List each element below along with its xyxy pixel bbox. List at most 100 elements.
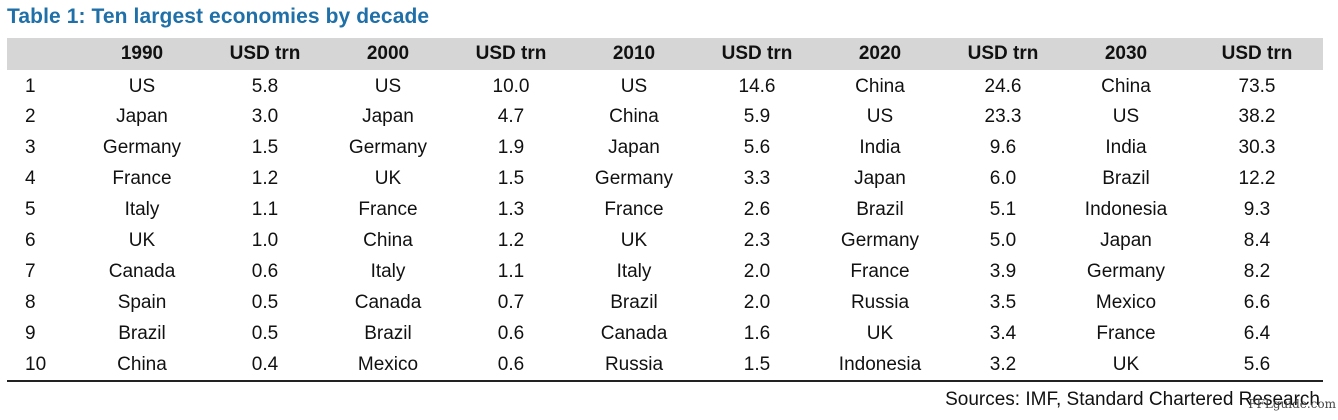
table-title: Table 1: Ten largest economies by decade bbox=[7, 5, 430, 28]
rank-cell: 2 bbox=[25, 105, 36, 127]
country-cell: France bbox=[358, 198, 418, 220]
country-cell: UK bbox=[620, 229, 648, 251]
value-cell: 1.3 bbox=[497, 198, 525, 220]
country-cell: Germany bbox=[840, 229, 920, 251]
table-row: 2 Japan 3.0 Japan 4.7 China 5.9 US 23.3 US 38.2 bbox=[7, 101, 1323, 132]
value-cell: 10.0 bbox=[492, 75, 530, 97]
value-cell: 23.3 bbox=[984, 105, 1022, 127]
watermark-text: FFLguide.com bbox=[1248, 397, 1336, 411]
country-cell: Italy bbox=[370, 260, 406, 282]
country-cell: Brazil bbox=[1102, 167, 1150, 189]
value-cell: 3.0 bbox=[251, 105, 279, 127]
value-cell: 2.3 bbox=[743, 229, 771, 251]
country-cell: Japan bbox=[362, 105, 414, 127]
value-cell: 8.4 bbox=[1243, 229, 1271, 251]
table-header-row: 1990 USD trn 2000 USD trn 2010 USD trn 2020 USD… bbox=[7, 38, 1323, 70]
value-cell: 38.2 bbox=[1238, 105, 1276, 127]
country-cell: US bbox=[374, 75, 402, 97]
country-cell: US bbox=[128, 75, 156, 97]
value-cell: 14.6 bbox=[738, 75, 776, 97]
country-cell: US bbox=[866, 105, 894, 127]
rank-cell: 5 bbox=[25, 198, 36, 220]
country-cell: Canada bbox=[108, 260, 176, 282]
table-bottom-rule bbox=[7, 380, 1323, 382]
value-cell: 2.6 bbox=[743, 198, 771, 220]
value-cell: 0.5 bbox=[251, 291, 279, 313]
country-cell: Germany bbox=[348, 136, 428, 158]
value-cell: 12.2 bbox=[1238, 167, 1276, 189]
value-cell: 9.6 bbox=[989, 136, 1017, 158]
economies-table: 1990 USD trn 2000 USD trn 2010 USD trn 2020 USD… bbox=[7, 38, 1323, 380]
value-cell: 0.7 bbox=[497, 291, 525, 313]
value-cell: 1.1 bbox=[251, 198, 279, 220]
value-cell: 5.6 bbox=[1243, 353, 1271, 375]
country-cell: Canada bbox=[354, 291, 422, 313]
value-cell: 1.5 bbox=[743, 353, 771, 375]
table-row: 5 Italy 1.1 France 1.3 France 2.6 Brazil 5.1 Indo… bbox=[7, 194, 1323, 225]
value-cell: 1.2 bbox=[497, 229, 525, 251]
table-body: 1 US 5.8 US 10.0 US 14.6 China 24.6 China 73.5 2 Jap… bbox=[7, 70, 1323, 380]
table-row: 1 US 5.8 US 10.0 US 14.6 China 24.6 China 73.5 bbox=[7, 70, 1323, 101]
header-usd-trn: USD trn bbox=[967, 43, 1039, 64]
source-note: Sources: IMF, Standard Chartered Researc… bbox=[945, 389, 1320, 410]
country-cell: India bbox=[859, 136, 901, 158]
value-cell: 6.4 bbox=[1243, 322, 1271, 344]
country-cell: Germany bbox=[102, 136, 182, 158]
value-cell: 3.2 bbox=[989, 353, 1017, 375]
country-cell: UK bbox=[374, 167, 402, 189]
country-cell: Indonesia bbox=[838, 353, 922, 375]
header-rank bbox=[7, 38, 77, 70]
country-cell: China bbox=[609, 105, 659, 127]
country-cell: Germany bbox=[1086, 260, 1166, 282]
header-usd-trn: USD trn bbox=[475, 43, 547, 64]
country-cell: Indonesia bbox=[1084, 198, 1168, 220]
rank-cell: 4 bbox=[25, 167, 36, 189]
header-year: 2010 bbox=[612, 43, 656, 64]
country-cell: China bbox=[1101, 75, 1151, 97]
table-row: 9 Brazil 0.5 Brazil 0.6 Canada 1.6 UK 3.4 France 6… bbox=[7, 318, 1323, 349]
country-cell: UK bbox=[1112, 353, 1140, 375]
value-cell: 6.0 bbox=[989, 167, 1017, 189]
country-cell: UK bbox=[866, 322, 894, 344]
value-cell: 2.0 bbox=[743, 291, 771, 313]
rank-cell: 6 bbox=[25, 229, 36, 251]
value-cell: 0.5 bbox=[251, 322, 279, 344]
country-cell: China bbox=[363, 229, 413, 251]
country-cell: Russia bbox=[850, 291, 910, 313]
header-usd-trn: USD trn bbox=[721, 43, 793, 64]
country-cell: Brazil bbox=[856, 198, 904, 220]
value-cell: 0.4 bbox=[251, 353, 279, 375]
country-cell: Brazil bbox=[364, 322, 412, 344]
country-cell: Germany bbox=[594, 167, 674, 189]
value-cell: 0.6 bbox=[497, 353, 525, 375]
table-row: 6 UK 1.0 China 1.2 UK 2.3 Germany 5.0 Japan 8.4 bbox=[7, 225, 1323, 256]
value-cell: 1.2 bbox=[251, 167, 279, 189]
value-cell: 9.3 bbox=[1243, 198, 1271, 220]
value-cell: 5.6 bbox=[743, 136, 771, 158]
country-cell: Japan bbox=[608, 136, 660, 158]
table-row: 10 China 0.4 Mexico 0.6 Russia 1.5 Indonesia 3.2… bbox=[7, 349, 1323, 380]
country-cell: Italy bbox=[616, 260, 652, 282]
value-cell: 73.5 bbox=[1238, 75, 1276, 97]
value-cell: 1.0 bbox=[251, 229, 279, 251]
value-cell: 5.1 bbox=[989, 198, 1017, 220]
country-cell: Mexico bbox=[357, 353, 419, 375]
rank-cell: 8 bbox=[25, 291, 36, 313]
header-year: 2000 bbox=[366, 43, 410, 64]
value-cell: 1.5 bbox=[251, 136, 279, 158]
table-row: 4 France 1.2 UK 1.5 Germany 3.3 Japan 6.0 Brazil 1… bbox=[7, 163, 1323, 194]
value-cell: 1.1 bbox=[497, 260, 525, 282]
country-cell: Japan bbox=[1100, 229, 1152, 251]
country-cell: France bbox=[604, 198, 664, 220]
value-cell: 30.3 bbox=[1238, 136, 1276, 158]
value-cell: 5.8 bbox=[251, 75, 279, 97]
country-cell: Italy bbox=[124, 198, 160, 220]
country-cell: UK bbox=[128, 229, 156, 251]
rank-cell: 7 bbox=[25, 260, 36, 282]
country-cell: Brazil bbox=[610, 291, 658, 313]
value-cell: 0.6 bbox=[497, 322, 525, 344]
country-cell: India bbox=[1105, 136, 1147, 158]
value-cell: 0.6 bbox=[251, 260, 279, 282]
value-cell: 24.6 bbox=[984, 75, 1022, 97]
country-cell: China bbox=[117, 353, 167, 375]
